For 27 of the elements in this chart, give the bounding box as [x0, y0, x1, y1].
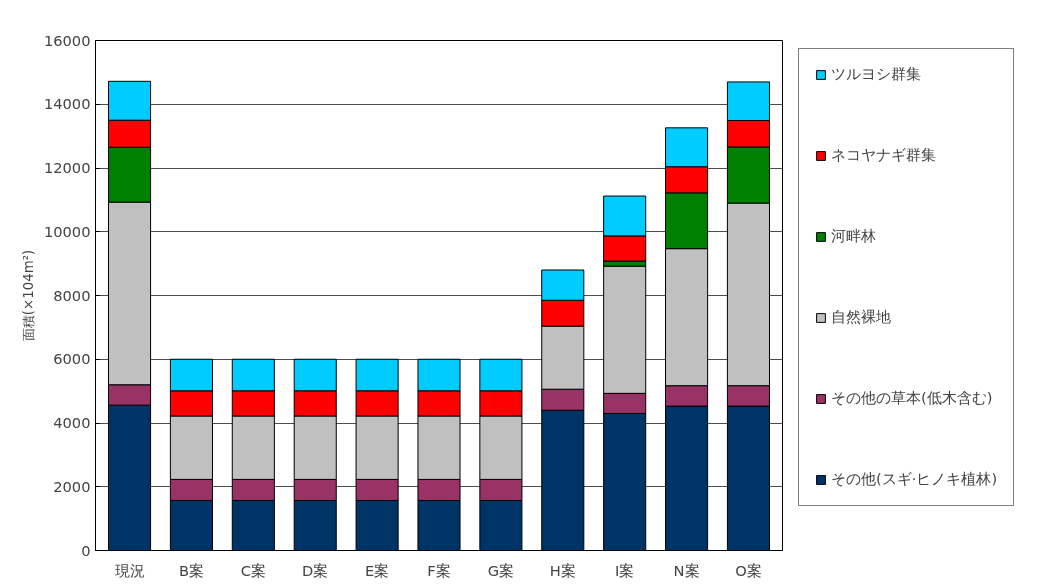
- x-tick-label: B案: [178, 561, 204, 579]
- x-tick-label: G案: [487, 561, 515, 579]
- x-tick-label: 現況: [114, 561, 145, 579]
- legend-label: ネコヤナギ群集: [831, 146, 936, 165]
- x-tick-label: C案: [240, 561, 266, 579]
- x-tick-label: I案: [615, 561, 635, 579]
- legend-label: その他の草本(低木含む): [831, 389, 993, 408]
- y-tick-label: 6000: [53, 350, 91, 368]
- y-tick-label: 10000: [43, 222, 91, 240]
- x-tick-label: N案: [673, 561, 700, 579]
- y-tick-label: 0: [81, 541, 91, 559]
- y-tick-label: 4000: [53, 414, 91, 431]
- x-tick-label: F案: [427, 561, 451, 579]
- x-tick-label: E案: [364, 561, 390, 579]
- legend-label: 河畔林: [831, 227, 876, 246]
- y-tick-label: 2000: [53, 477, 91, 495]
- x-tick-label: O案: [735, 561, 762, 579]
- y-axis-title: 面積(×104m²): [20, 249, 36, 342]
- y-tick-label: 14000: [43, 95, 91, 113]
- legend-label: ツルヨシ群集: [831, 65, 921, 84]
- x-tick-label: H案: [549, 561, 576, 579]
- legend-label: 自然裸地: [831, 308, 891, 327]
- y-tick-label: 8000: [53, 286, 91, 304]
- legend-label: その他(スギ·ヒノキ植林): [831, 470, 998, 489]
- y-tick-label: 12000: [43, 159, 91, 176]
- x-tick-label: D案: [302, 561, 329, 579]
- y-tick-label: 16000: [43, 31, 91, 49]
